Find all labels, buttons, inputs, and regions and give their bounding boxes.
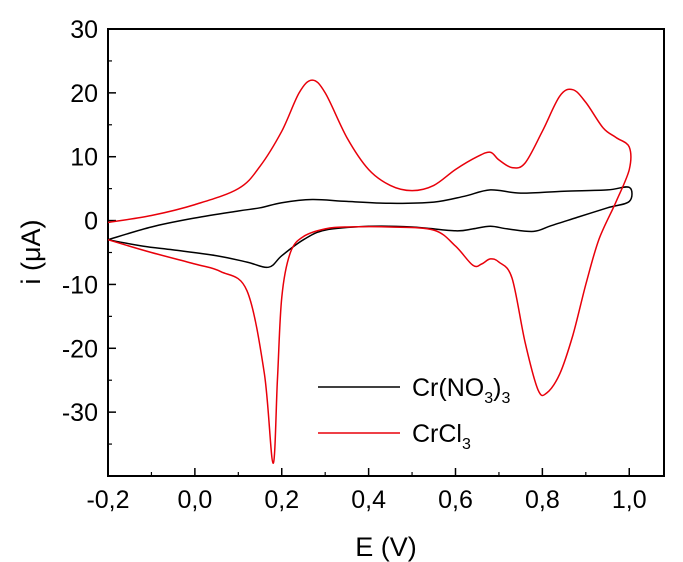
x-tick-label: 0,2 xyxy=(264,486,299,514)
x-axis-title: E (V) xyxy=(355,532,417,562)
series-line-0 xyxy=(107,186,633,269)
x-tick-label: 0,4 xyxy=(351,486,386,514)
y-tick-label: 30 xyxy=(70,16,98,44)
legend: Cr(NO3)3 CrCl3 xyxy=(318,374,510,453)
x-tick-label: 0,0 xyxy=(177,486,212,514)
series-layer xyxy=(107,79,633,464)
y-tick-label: -20 xyxy=(62,335,98,363)
x-tick-label: 0,6 xyxy=(438,486,473,514)
x-axis-ticks: -0,2 0,0 0,2 0,4 0,6 0,8 1,0 xyxy=(86,468,647,514)
y-axis-ticks: 30 20 10 0 -10 -20 -30 xyxy=(62,16,116,445)
legend-label-0: Cr(NO3)3 xyxy=(412,374,510,407)
y-axis-title: i (μA) xyxy=(16,219,46,284)
y-tick-label: 0 xyxy=(84,208,98,236)
x-tick-label: -0,2 xyxy=(86,486,129,514)
x-tick-label: 0,8 xyxy=(525,486,560,514)
y-tick-label: -10 xyxy=(62,271,98,299)
y-tick-label: -30 xyxy=(62,399,98,427)
y-tick-label: 20 xyxy=(70,80,98,108)
x-tick-label: 1,0 xyxy=(612,486,647,514)
y-tick-label: 10 xyxy=(70,144,98,172)
series-line-1 xyxy=(107,79,632,464)
legend-label-1: CrCl3 xyxy=(412,420,471,453)
